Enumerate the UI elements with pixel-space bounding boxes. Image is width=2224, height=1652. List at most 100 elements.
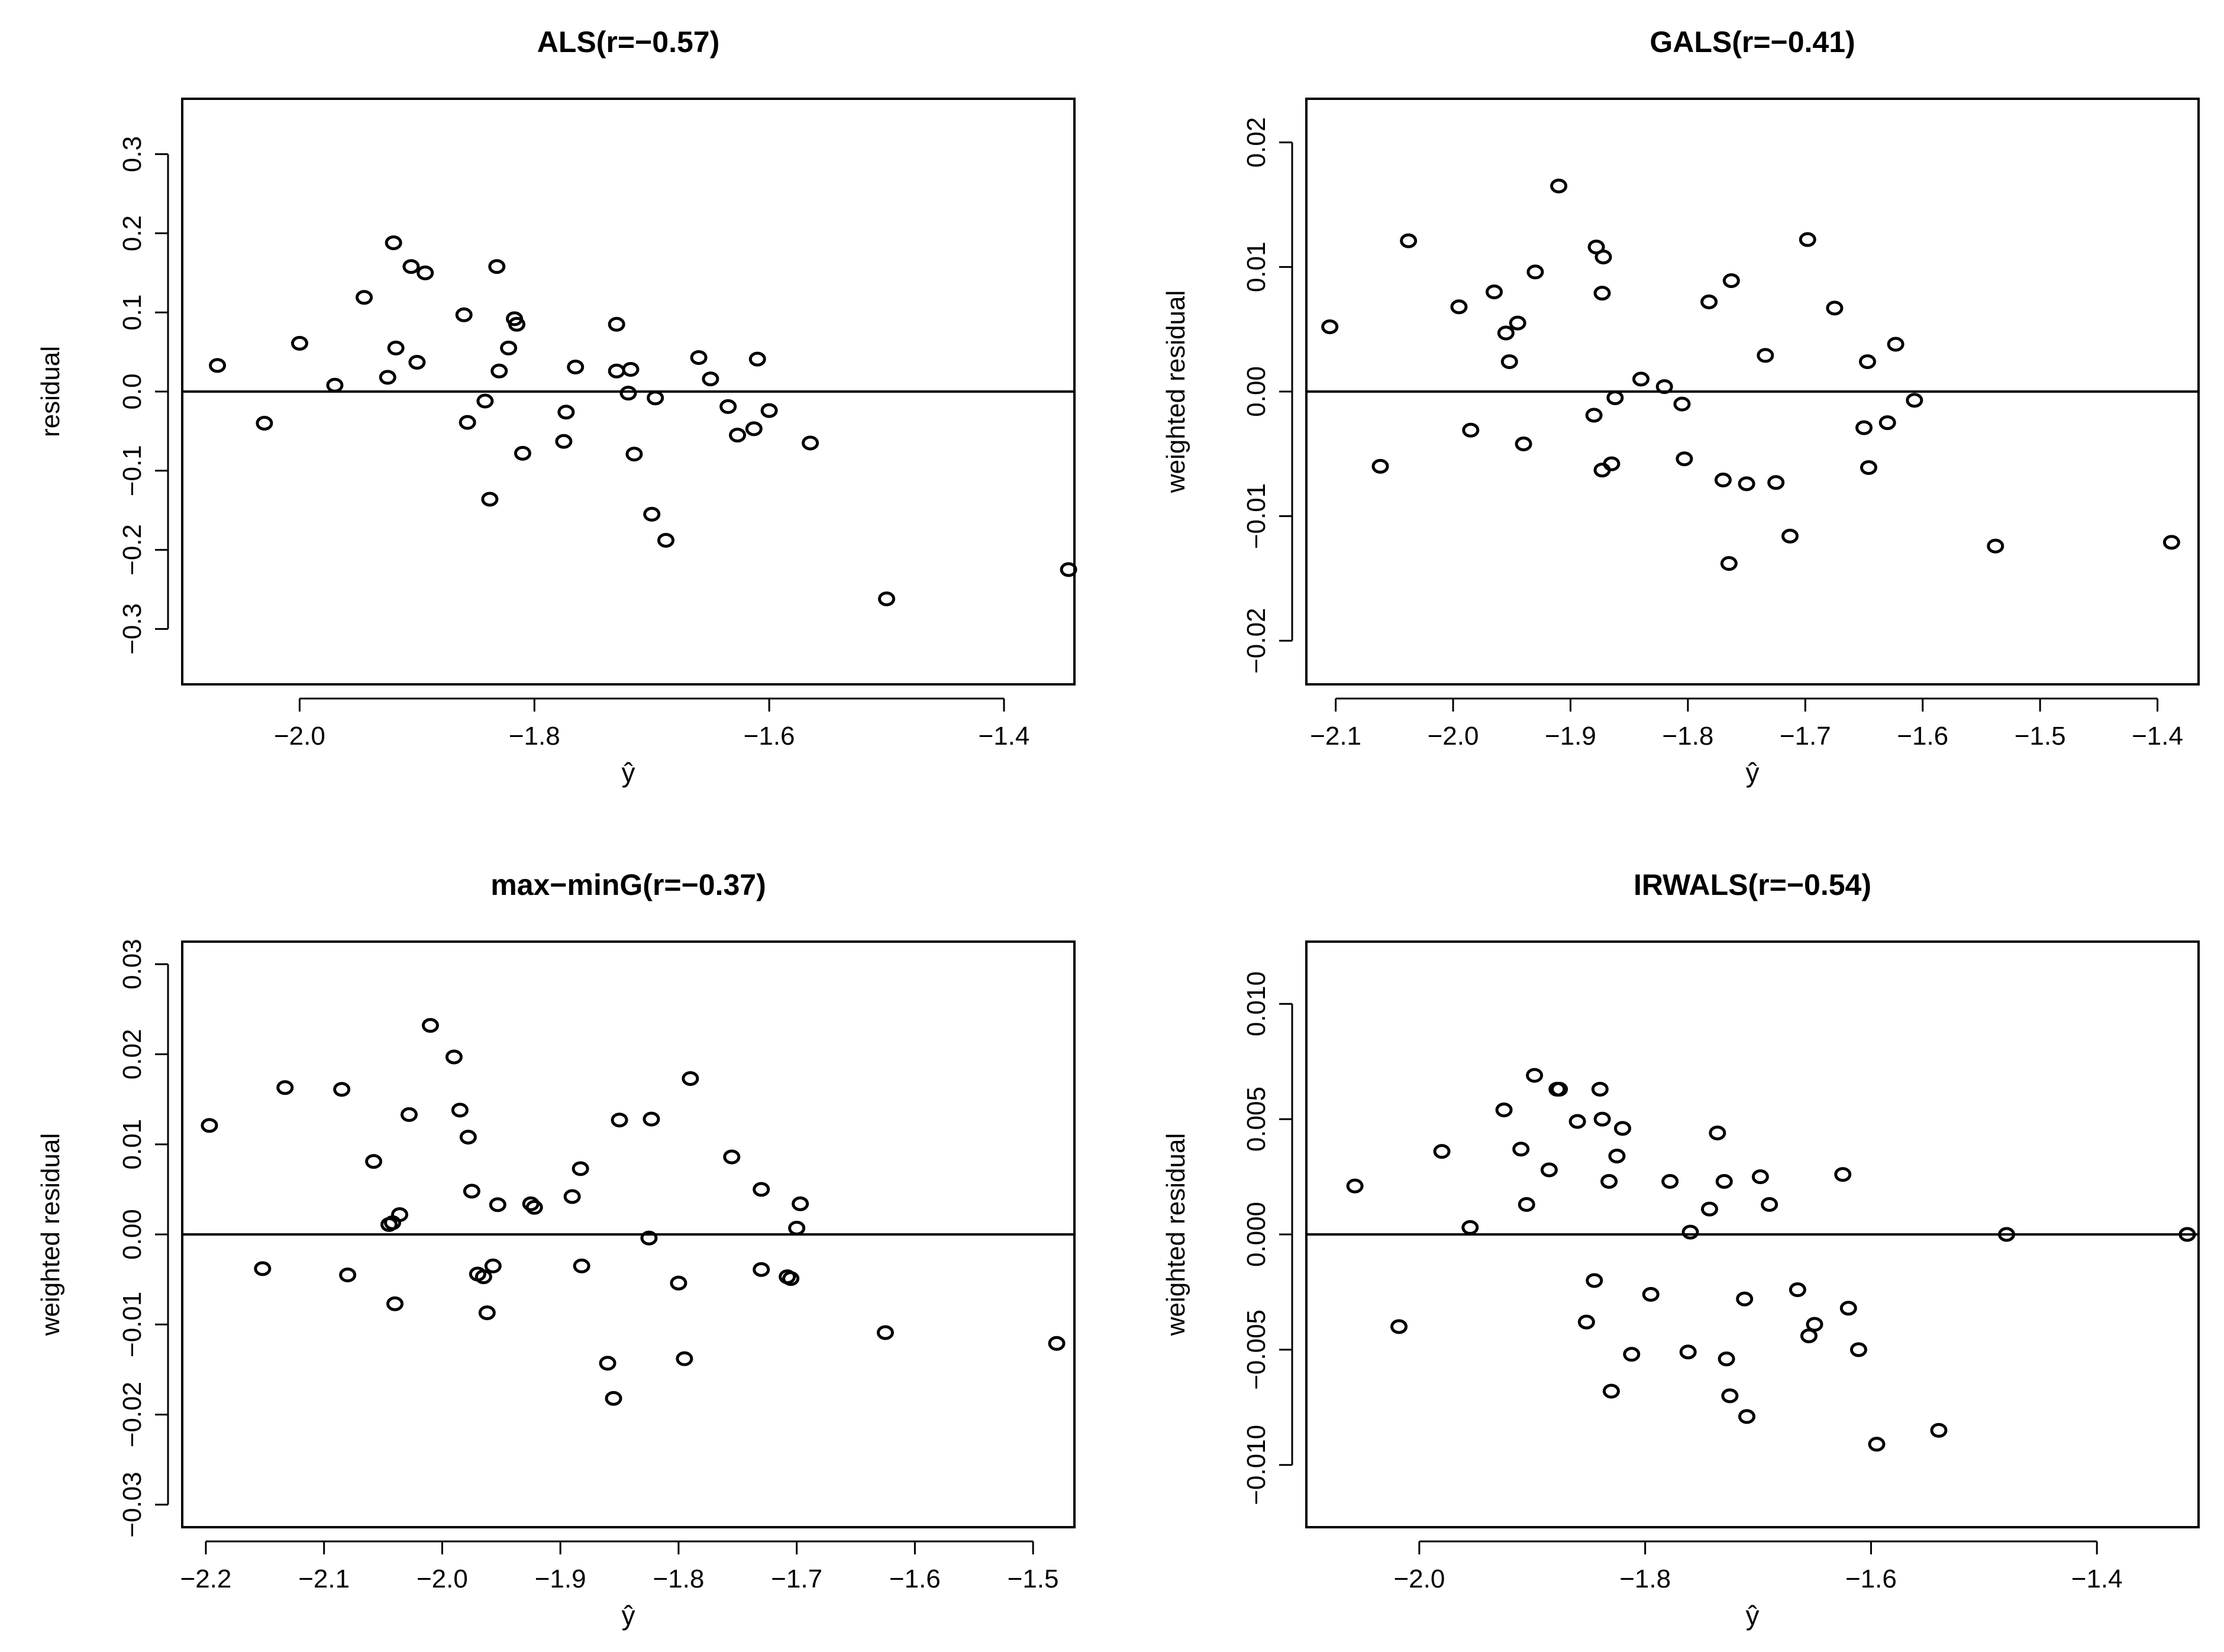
data-point (201, 1118, 218, 1133)
y-tick-label: −0.010 (1242, 1425, 1271, 1505)
data-point (1540, 1162, 1558, 1178)
data-point (608, 363, 625, 379)
data-point (1849, 1342, 1867, 1357)
data-point (1799, 232, 1816, 247)
x-tick-label: −1.9 (535, 1564, 586, 1593)
data-point (802, 435, 819, 451)
data-point (1593, 1111, 1611, 1127)
data-point (1586, 1273, 1603, 1288)
data-points (1306, 178, 2199, 571)
data-point (1673, 396, 1691, 412)
y-tick-label: 0.3 (118, 136, 147, 172)
data-point (745, 421, 763, 437)
x-axis-label: ŷ (1746, 757, 1760, 788)
data-point (1346, 1178, 1364, 1194)
data-point (1720, 556, 1738, 571)
data-point (1603, 456, 1621, 471)
data-point (1613, 1121, 1631, 1136)
data-point (1722, 273, 1740, 289)
x-tick-label: −1.8 (653, 1564, 704, 1593)
data-point (702, 371, 719, 387)
data-point (1461, 1220, 1479, 1235)
data-point (1526, 1068, 1544, 1083)
panel-max-min-g: max−minG(r=−0.37) weighted residual ŷ −2… (36, 868, 1076, 1631)
data-point (1433, 1144, 1451, 1159)
data-point (748, 351, 766, 367)
data-point (676, 1351, 693, 1366)
x-tick-label: −2.1 (298, 1564, 350, 1593)
y-tick-label: −0.3 (118, 603, 147, 655)
data-point (782, 1271, 800, 1286)
y-axis-label: weighted residual (1161, 290, 1190, 493)
data-point (1860, 460, 1877, 475)
data-point (1550, 178, 1568, 193)
data-point (421, 1018, 439, 1033)
x-tick-label: −1.4 (2071, 1564, 2123, 1593)
data-point (326, 377, 344, 393)
data-point (1681, 1224, 1699, 1240)
data-point (1390, 1319, 1408, 1334)
data-point (622, 362, 640, 377)
data-point (209, 358, 227, 373)
data-point (451, 1103, 469, 1118)
data-point (1826, 300, 1844, 316)
x-tick-label: −2.0 (1393, 1564, 1445, 1593)
data-point (1060, 562, 1077, 577)
data-point (611, 1113, 628, 1128)
data-point (599, 1356, 616, 1371)
data-point (417, 265, 434, 280)
x-tick-label: −1.6 (1897, 722, 1948, 751)
data-point (1700, 294, 1718, 309)
chart-title: IRWALS(r=−0.54) (1634, 868, 1871, 901)
data-point (1655, 379, 1673, 395)
data-point (386, 1296, 404, 1311)
data-point (1757, 348, 1774, 363)
data-point (563, 1189, 581, 1204)
x-tick-label: −1.5 (1008, 1564, 1059, 1593)
data-point (1736, 1291, 1754, 1307)
data-point (1602, 1383, 1620, 1399)
data-point (555, 434, 573, 449)
data-point (459, 415, 476, 430)
y-tick-label: 0.1 (118, 295, 147, 331)
data-point (379, 370, 396, 385)
data-point (1608, 1148, 1626, 1163)
data-point (1987, 538, 2004, 554)
data-point (408, 355, 426, 370)
data-point (1585, 408, 1603, 423)
data-point (1738, 476, 1755, 492)
x-tick-label: −1.9 (1545, 722, 1596, 751)
y-tick-label: 0.2 (118, 215, 147, 251)
data-point (508, 316, 525, 332)
data-point (557, 405, 575, 420)
x-axis: −2.2 −2.1 −2.0 −1.9 −1.8 −1.7 −1.6 −1.5 (180, 1540, 1059, 1593)
data-point (719, 399, 737, 414)
data-points (1306, 1068, 2199, 1452)
y-tick-label: 0.0 (118, 373, 147, 409)
data-point (760, 403, 778, 418)
data-point (1577, 1314, 1595, 1330)
data-point (488, 259, 506, 274)
data-point (333, 1082, 351, 1097)
x-tick-label: −1.5 (2015, 722, 2066, 751)
y-tick-label: −0.2 (118, 524, 147, 576)
data-point (455, 307, 473, 322)
data-point (1450, 299, 1468, 315)
data-point (1497, 325, 1515, 341)
y-tick-label: −0.01 (1242, 483, 1271, 549)
data-point (1767, 475, 1785, 490)
data-point (1526, 264, 1544, 280)
data-point (1623, 1347, 1641, 1362)
data-point (1321, 319, 1339, 334)
data-point (1048, 1336, 1066, 1351)
data-point (1878, 415, 1896, 431)
chart-title: max−minG(r=−0.37) (490, 868, 766, 901)
x-tick-label: −1.8 (1662, 722, 1713, 751)
data-point (1676, 451, 1693, 467)
x-tick-label: −1.6 (744, 722, 795, 751)
x-tick-label: −1.7 (1780, 722, 1831, 751)
x-axis-label: ŷ (622, 757, 635, 788)
data-point (1855, 420, 1873, 435)
data-point (1997, 1227, 2015, 1242)
data-point (1789, 1282, 1806, 1298)
